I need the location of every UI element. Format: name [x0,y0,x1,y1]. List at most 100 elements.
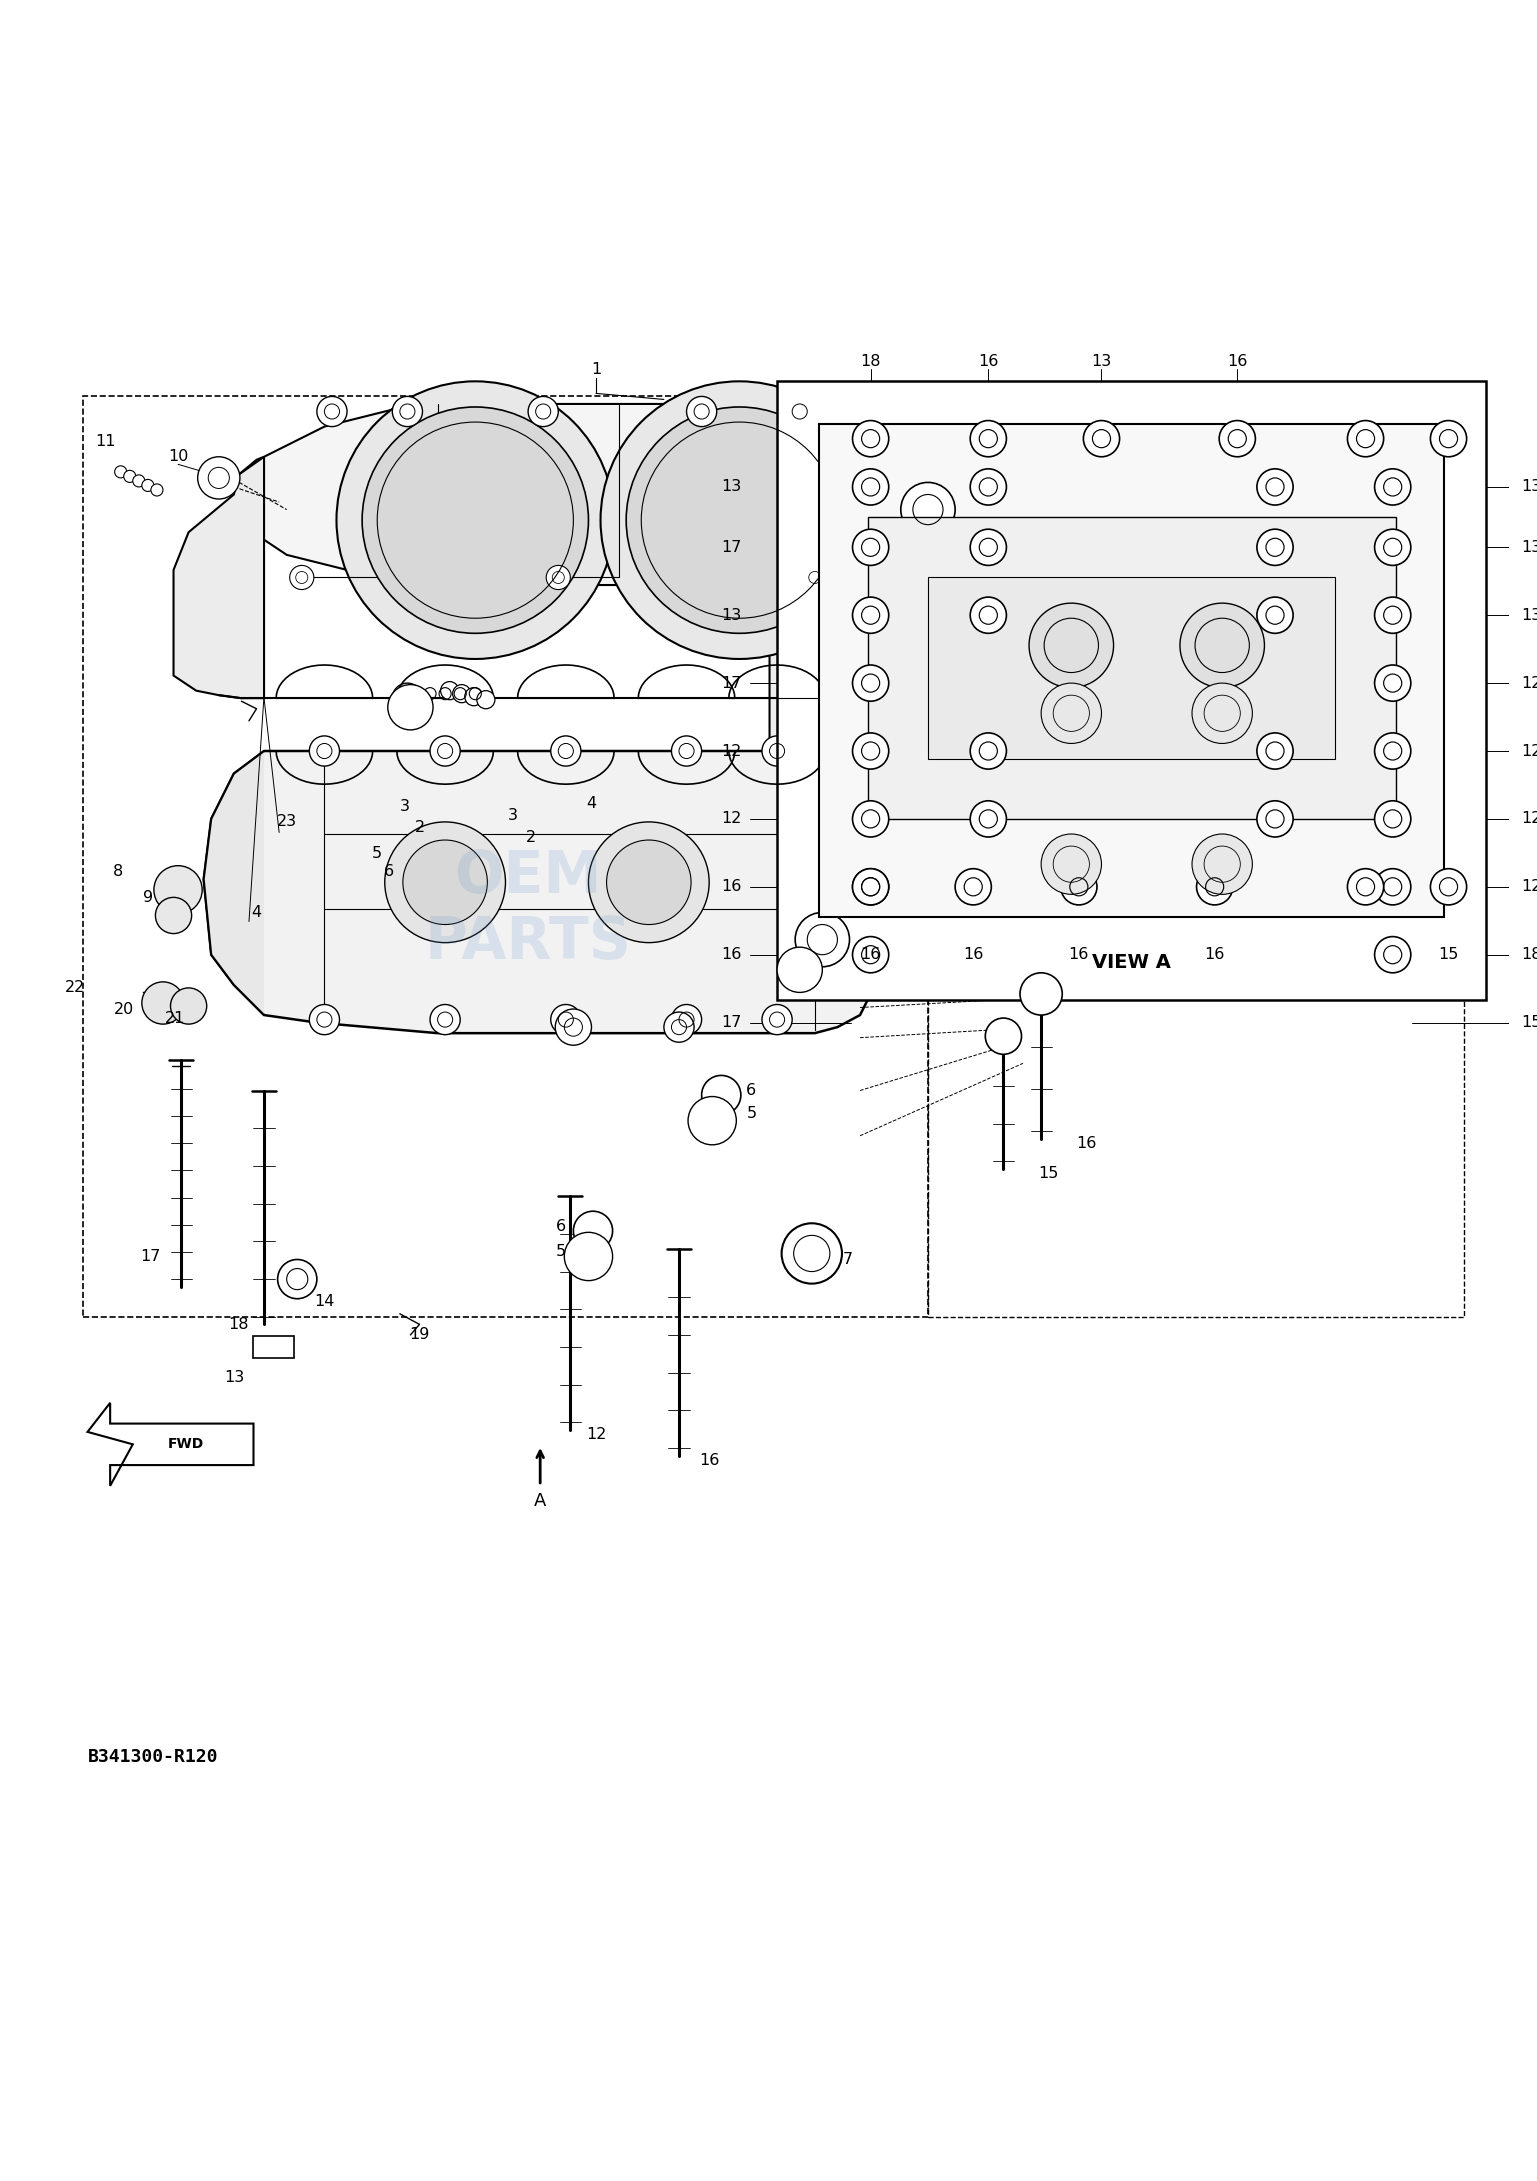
Polygon shape [88,1402,254,1485]
Circle shape [573,1210,613,1250]
Text: 5: 5 [372,846,383,861]
Text: 12: 12 [586,1426,606,1442]
Text: 17: 17 [721,1014,742,1029]
Text: 6: 6 [556,1219,566,1234]
Text: 16: 16 [699,1453,719,1468]
Polygon shape [234,403,965,585]
Text: 6: 6 [747,1084,756,1097]
Polygon shape [174,456,264,698]
Circle shape [921,526,965,569]
Circle shape [687,397,716,427]
Circle shape [1257,800,1293,838]
Circle shape [403,840,487,925]
Circle shape [970,733,1007,770]
Text: 15: 15 [1439,947,1459,962]
Circle shape [546,565,570,589]
Circle shape [1021,973,1062,1014]
Circle shape [115,467,126,478]
Text: FWD: FWD [168,1437,204,1450]
Bar [819,423,1443,916]
Text: 2: 2 [415,820,424,835]
Circle shape [1348,421,1383,456]
Circle shape [529,397,558,427]
Circle shape [970,469,1007,506]
Text: 17: 17 [721,541,742,554]
Circle shape [476,691,495,709]
Circle shape [853,530,888,565]
Text: 13: 13 [722,608,742,624]
Text: 13: 13 [1522,608,1537,624]
Polygon shape [204,750,264,1014]
Text: 16: 16 [1068,947,1090,962]
Bar [778,382,1486,999]
Circle shape [853,733,888,770]
Circle shape [1348,868,1383,905]
Circle shape [853,868,888,905]
Circle shape [901,482,954,537]
Circle shape [853,868,888,905]
Circle shape [132,475,144,486]
Circle shape [601,382,878,659]
Circle shape [1431,868,1466,905]
Circle shape [317,397,347,427]
Circle shape [672,1005,701,1034]
Text: 12: 12 [1522,879,1537,894]
Circle shape [853,421,888,456]
Text: A: A [533,1492,546,1509]
Text: 9: 9 [143,890,154,905]
Text: VIEW A: VIEW A [1093,953,1171,973]
Text: 16: 16 [1076,1136,1096,1152]
Circle shape [363,408,589,632]
Circle shape [1257,469,1293,506]
Text: 20: 20 [114,1001,134,1016]
Circle shape [1041,833,1102,894]
Text: 12: 12 [1522,676,1537,691]
Circle shape [171,988,206,1025]
Text: 16: 16 [721,879,742,894]
Circle shape [782,1224,842,1285]
Circle shape [550,735,581,766]
Text: 16: 16 [1227,353,1248,369]
Text: 6: 6 [384,864,395,879]
Circle shape [853,665,888,702]
Circle shape [762,735,792,766]
Text: 16: 16 [964,947,984,962]
Circle shape [1180,604,1265,687]
Text: OEM
PARTS: OEM PARTS [424,848,632,971]
Circle shape [1374,530,1411,565]
Circle shape [778,947,822,992]
Circle shape [1193,683,1253,744]
Circle shape [1257,733,1293,770]
Text: 13: 13 [1522,541,1537,554]
Circle shape [672,735,701,766]
Circle shape [784,397,815,427]
Text: 10: 10 [168,449,188,465]
Text: 13: 13 [722,480,742,495]
Text: 3: 3 [400,798,409,814]
Circle shape [430,1005,460,1034]
Text: 16: 16 [721,947,742,962]
Circle shape [1257,598,1293,632]
Text: 7: 7 [842,1252,853,1267]
Text: 1: 1 [590,362,601,377]
Bar [83,397,928,1317]
Circle shape [1084,421,1119,456]
Circle shape [430,735,460,766]
Text: 17: 17 [721,676,742,691]
Text: 11: 11 [95,434,115,449]
Text: 2: 2 [526,829,536,844]
Circle shape [689,1097,736,1145]
Text: 16: 16 [861,947,881,962]
Text: 18: 18 [227,1317,249,1333]
Circle shape [970,800,1007,838]
Text: 15: 15 [1522,1014,1537,1029]
Circle shape [384,822,506,942]
Circle shape [1374,469,1411,506]
Text: 15: 15 [1039,1167,1059,1180]
Text: 5: 5 [747,1106,756,1121]
Circle shape [154,866,203,914]
Circle shape [337,382,615,659]
Text: 16: 16 [978,353,999,369]
Circle shape [453,685,470,702]
Circle shape [309,735,340,766]
